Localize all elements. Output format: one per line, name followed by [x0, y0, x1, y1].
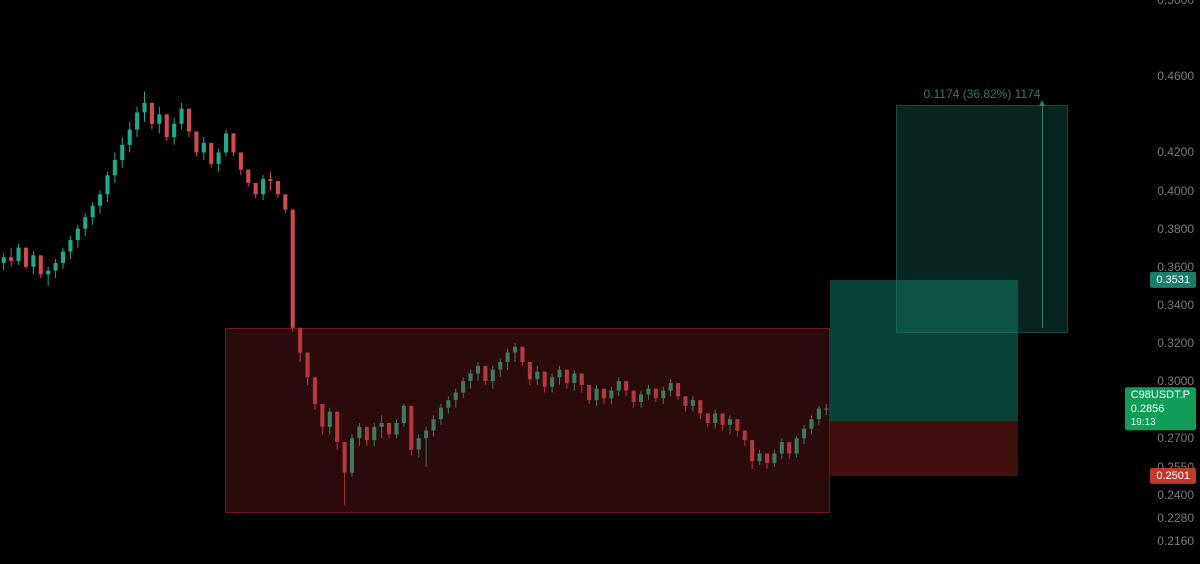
- price-badge: 0.3531: [1150, 272, 1196, 288]
- price-tick: 0.3800: [1157, 222, 1194, 236]
- range-box-red[interactable]: [225, 328, 830, 513]
- price-tick: 0.4600: [1157, 69, 1194, 83]
- price-tick: 0.4000: [1157, 184, 1194, 198]
- price-tick: 0.2700: [1157, 431, 1194, 445]
- price-tick: 0.5000: [1157, 0, 1194, 7]
- long-stop-box[interactable]: [830, 421, 1018, 476]
- trading-chart[interactable]: 0.1174 (36.82%) 1174 0.5000 0.4600 0.4200 0…: [0, 0, 1200, 564]
- price-tick: 0.2160: [1157, 534, 1194, 548]
- price-tick: 0.2400: [1157, 488, 1194, 502]
- price-badge: 0.2501: [1150, 468, 1196, 484]
- price-tick: 0.4200: [1157, 145, 1194, 159]
- price-badge: C98USDT.P0.285619:13: [1125, 387, 1196, 431]
- price-tick: 0.3200: [1157, 336, 1194, 350]
- measurement-label: 0.1174 (36.82%) 1174: [924, 87, 1041, 101]
- measurement-arrow: [1042, 105, 1043, 328]
- long-profit-box[interactable]: [830, 280, 1018, 421]
- price-tick: 0.2280: [1157, 511, 1194, 525]
- price-tick: 0.3400: [1157, 298, 1194, 312]
